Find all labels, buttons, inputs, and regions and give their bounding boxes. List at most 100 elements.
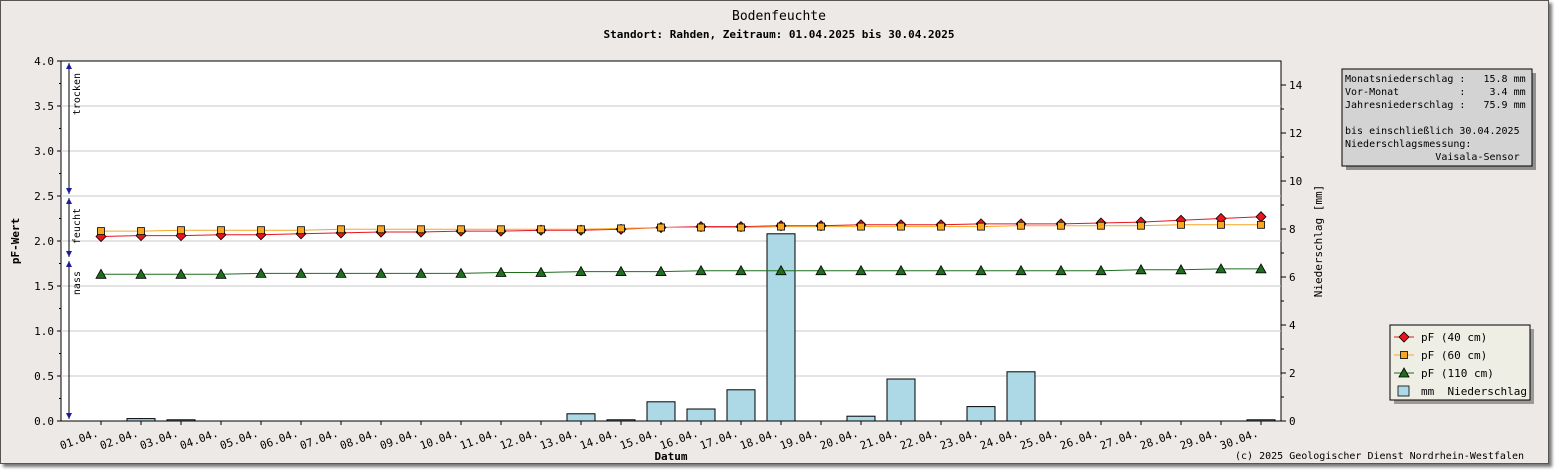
- x-tick-label: 28.04.: [1138, 427, 1180, 453]
- precip-bar: [566, 413, 596, 422]
- triangle-marker: [495, 266, 507, 277]
- x-tick-label: 06.04.: [258, 427, 300, 453]
- x-tick-label: 20.04.: [818, 427, 860, 453]
- x-tick-label: 13.04.: [538, 427, 580, 453]
- y-axis-right-label: Niederschlag [mm]: [1312, 185, 1325, 298]
- legend-label: pF (60 cm): [1421, 349, 1487, 362]
- x-tick-label: 10.04.: [418, 427, 460, 453]
- square-marker: [537, 225, 545, 234]
- right-axis: 0 2 4 6 8 10 12 14: [1281, 79, 1303, 428]
- right-tick-label: 12: [1289, 127, 1302, 140]
- x-tick-label: 26.04.: [1058, 427, 1100, 453]
- series-lines: [100, 216, 1262, 275]
- square-marker: [1217, 220, 1225, 229]
- legend-triangle-icon: [1398, 367, 1410, 378]
- square-marker: [217, 226, 225, 235]
- triangle-marker: [335, 267, 347, 278]
- x-tick-label: 08.04.: [338, 427, 380, 453]
- x-tick-label: 19.04.: [778, 427, 820, 453]
- square-marker: [417, 225, 425, 234]
- precip-bar: [686, 408, 716, 422]
- square-marker: [377, 225, 385, 234]
- x-tick-label: 15.04.: [618, 427, 660, 453]
- square-marker: [1097, 221, 1105, 230]
- x-tick-label: 02.04.: [98, 427, 140, 453]
- square-marker: [1017, 221, 1025, 230]
- left-tick-label: 3.0: [34, 145, 54, 158]
- triangle-marker: [975, 264, 987, 276]
- x-tick-label: 03.04.: [138, 427, 180, 453]
- x-tick-label: 01.04.: [58, 427, 100, 453]
- precip-bar: [886, 378, 916, 422]
- zone-label: feucht: [72, 208, 83, 244]
- square-marker: [137, 227, 145, 236]
- x-tick-label: 21.04.: [858, 427, 900, 453]
- square-marker: [1137, 221, 1145, 230]
- precip-bar: [766, 233, 796, 422]
- precip-bar: [846, 415, 876, 422]
- triangle-marker: [415, 267, 427, 278]
- square-marker: [1257, 220, 1265, 229]
- precip-bar: [166, 419, 196, 422]
- triangle-marker: [615, 265, 627, 277]
- triangle-marker: [375, 267, 387, 278]
- precip-bar: [1006, 371, 1036, 422]
- square-marker: [657, 223, 665, 232]
- x-tick-label: 17.04.: [698, 427, 740, 453]
- zone-arrow-up: [66, 261, 72, 267]
- triangle-marker: [855, 264, 867, 276]
- left-tick-label: 2.0: [34, 235, 54, 248]
- zone-arrow-down: [66, 413, 72, 419]
- square-marker: [297, 226, 305, 235]
- precip-bar: [1246, 419, 1276, 422]
- x-tick-label: 18.04.: [738, 427, 780, 453]
- series-line: [101, 268, 1261, 275]
- x-tick-label: 23.04.: [938, 427, 980, 453]
- triangle-marker: [95, 268, 107, 279]
- series-markers: [95, 211, 1267, 279]
- x-tick-label: 30.04.: [1218, 427, 1260, 453]
- chart-subtitle: Standort: Rahden, Zeitraum: 01.04.2025 b…: [604, 28, 955, 41]
- x-tick-label: 24.04.: [978, 427, 1020, 453]
- triangle-marker: [1055, 264, 1067, 276]
- square-marker: [617, 224, 625, 233]
- legend-label: pF (110 cm): [1421, 367, 1494, 380]
- right-tick-label: 4: [1289, 319, 1296, 332]
- left-tick-label: 1.0: [34, 325, 54, 338]
- series-line: [101, 224, 1261, 232]
- triangle-marker: [1255, 263, 1267, 274]
- triangle-marker: [775, 264, 787, 276]
- x-tick-label: 05.04.: [218, 427, 260, 453]
- square-marker: [897, 222, 905, 231]
- x-tick-label: 16.04.: [658, 427, 700, 453]
- zone-label: nass: [72, 271, 83, 295]
- right-tick-label: 6: [1289, 271, 1296, 284]
- info-line: Niederschlagsmessung:: [1345, 139, 1471, 150]
- square-marker: [97, 227, 105, 236]
- precip-bar: [606, 419, 636, 422]
- x-tick-label: 29.04.: [1178, 427, 1220, 453]
- triangle-marker: [1015, 264, 1027, 276]
- legend-swatch: [1397, 385, 1410, 397]
- x-tick-label: 25.04.: [1018, 427, 1060, 453]
- square-marker: [857, 222, 865, 231]
- zone-arrow-down: [66, 251, 72, 257]
- legend-label: pF (40 cm): [1421, 331, 1487, 344]
- square-marker: [737, 223, 745, 232]
- square-marker: [337, 225, 345, 234]
- square-marker: [577, 225, 585, 234]
- precip-bar: [726, 389, 756, 422]
- legend-square-icon: [1400, 351, 1408, 359]
- left-tick-label: 0.5: [34, 370, 54, 383]
- zone-arrow-up: [66, 63, 72, 69]
- left-tick-label: 3.5: [34, 100, 54, 113]
- triangle-marker: [575, 265, 587, 277]
- info-box: Monatsniederschlag : 15.8 mm Vor-Monat : …: [1341, 68, 1536, 170]
- right-tick-label: 14: [1289, 79, 1303, 92]
- chart-svg: Bodenfeuchte Standort: Rahden, Zeitraum:…: [9, 9, 1536, 463]
- square-marker: [177, 226, 185, 235]
- triangle-marker: [935, 264, 947, 276]
- triangle-marker: [895, 264, 907, 276]
- right-tick-label: 2: [1289, 367, 1296, 380]
